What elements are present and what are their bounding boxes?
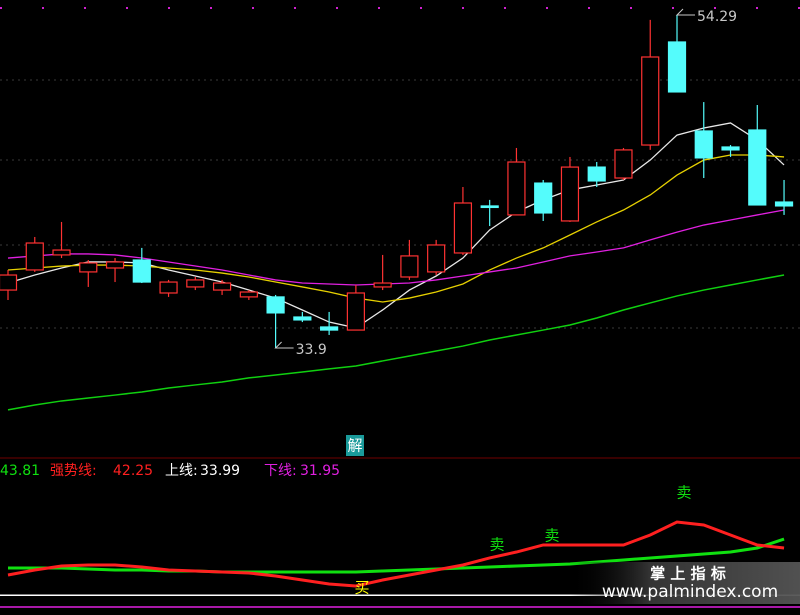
signal-label: 解: [347, 437, 362, 455]
candle-body: [293, 316, 312, 321]
legend-name: 强势线:: [50, 463, 97, 479]
signal-box: [346, 435, 364, 456]
candle-body: [560, 166, 580, 222]
high-label: 54.29: [697, 9, 737, 25]
legend-value: 43.81: [0, 463, 40, 479]
watermark-url: www.palmindex.com: [602, 582, 778, 602]
candle-body: [480, 205, 499, 209]
ma-line: [7, 209, 785, 286]
candle-body: [186, 279, 205, 288]
ma-line: [7, 274, 785, 411]
candle-body: [0, 274, 18, 291]
indicator-line: [7, 520, 785, 588]
candle-body: [52, 249, 71, 256]
sell-signal: 卖: [544, 527, 559, 545]
candle-body: [266, 296, 285, 314]
candle-body: [507, 161, 526, 216]
legend-name: 上线:: [165, 463, 198, 479]
legend-value: 31.95: [300, 463, 340, 479]
legend-name: 下线:: [264, 463, 297, 479]
candle-body: [400, 255, 419, 278]
candle-body: [427, 244, 446, 273]
candle-body: [641, 56, 660, 146]
low-pointer: [274, 341, 294, 349]
candle-body: [212, 282, 232, 291]
watermark-bg: [570, 562, 800, 604]
candle-body: [320, 326, 339, 331]
candle-body: [614, 149, 633, 179]
buy-signal: 买: [354, 579, 369, 597]
candle-body: [453, 202, 473, 254]
low-label: 33.9: [296, 342, 327, 358]
candle-body: [667, 41, 687, 93]
candle-body: [774, 201, 794, 207]
legend-value: 33.99: [200, 463, 240, 479]
candle-body: [694, 130, 713, 159]
candle-body: [239, 291, 258, 298]
sell-signal: 卖: [676, 484, 691, 502]
price-panel: 54.29 33.9 解: [0, 8, 800, 456]
candle-body: [79, 262, 98, 273]
candle-body: [132, 259, 151, 283]
candle-body: [748, 129, 767, 206]
high-pointer: [675, 8, 695, 16]
watermark-title: 掌 上 指 标: [650, 565, 726, 583]
candle-body: [159, 281, 178, 294]
sell-signal: 卖: [489, 536, 504, 554]
candle-body: [534, 182, 553, 214]
candle-body: [346, 292, 365, 331]
legend-value: 42.25: [113, 463, 153, 479]
candle-body: [373, 282, 392, 288]
candle-body: [721, 146, 740, 151]
candle-body: [105, 261, 125, 269]
candle-body: [587, 166, 606, 182]
indicator-line: [8, 537, 785, 574]
candle-body: [25, 242, 44, 271]
watermark: 掌 上 指 标 www.palmindex.com: [570, 562, 800, 604]
